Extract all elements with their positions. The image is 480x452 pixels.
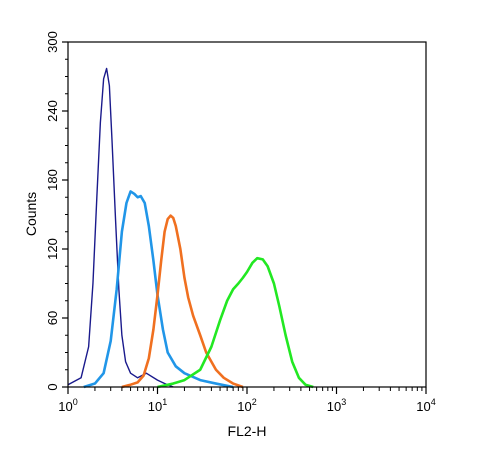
x-tick-label-4: 104 [416,397,435,414]
series-line-3 [121,214,244,389]
x-tick-label-0: 100 [58,397,77,414]
series-layer [67,67,314,389]
y-tick-label-3: 180 [45,169,60,191]
y-axis-label: Counts [23,192,39,236]
x-tick-label-1: 101 [148,397,167,414]
x-axis: 100 101 102 103 104 [58,387,436,414]
x-tick-label-2: 102 [237,397,256,414]
series-line-1 [67,67,174,388]
y-tick-label-1: 60 [45,311,60,325]
y-tick-label-4: 240 [45,100,60,122]
series-line-4 [157,256,314,389]
y-tick-label-0: 0 [45,383,60,390]
x-tick-label-3: 103 [327,397,346,414]
series-line-2 [83,190,234,389]
y-tick-label-2: 120 [45,238,60,260]
y-tick-label-5: 300 [45,31,60,53]
y-axis: 0 60 120 180 240 300 [45,31,68,391]
x-axis-label: FL2-H [228,423,267,439]
